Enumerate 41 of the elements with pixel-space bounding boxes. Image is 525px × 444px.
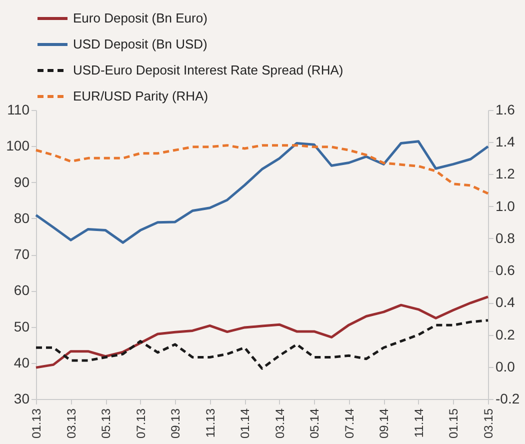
x-tick-label: 09.14: [377, 408, 392, 439]
legend-label: Euro Deposit (Bn Euro): [73, 10, 208, 26]
y-tick-label: 100: [6, 138, 30, 154]
x-tick-label: 03.14: [272, 408, 287, 439]
y-tick-label: 90: [14, 174, 30, 190]
x-tick-label: 11.14: [412, 408, 426, 438]
y-tick-label: 70: [14, 246, 30, 262]
x-tick-label: 07.13: [134, 408, 148, 439]
legend-label: EUR/USD Parity (RHA): [73, 88, 208, 104]
y2-tick-label: -0.2: [496, 390, 520, 406]
y2-tick-label: 1.4: [496, 134, 516, 150]
x-tick-label: 05.13: [99, 408, 114, 439]
y2-tick-label: 0.8: [496, 230, 516, 246]
y-tick-label: 50: [14, 318, 30, 334]
x-tick-label: 11.13: [203, 408, 218, 438]
x-tick-label: 01.15: [446, 408, 461, 439]
x-tick-label: 03.15: [482, 408, 496, 439]
legend-label: USD-Euro Deposit Interest Rate Spread (RHA): [73, 62, 344, 78]
y2-tick-label: 1.0: [496, 198, 516, 214]
y2-tick-label: 1.2: [496, 166, 516, 182]
x-tick-label: 05.14: [308, 408, 322, 439]
x-tick-label: 01.13: [30, 408, 44, 439]
y2-tick-label: 0.6: [496, 262, 516, 278]
y-tick-label: 60: [14, 282, 30, 298]
y-tick-label: 110: [7, 102, 30, 118]
line-series: [34, 319, 490, 370]
x-tick-label: 03.13: [64, 408, 78, 439]
y-tick-label: 40: [14, 354, 30, 370]
line-series: [34, 140, 490, 244]
y-tick-label: 80: [14, 210, 30, 226]
line-series: [34, 144, 490, 195]
y-tick-label: 30: [14, 390, 30, 406]
x-tick-label: 01.14: [238, 408, 252, 439]
y2-tick-label: 0.4: [496, 294, 516, 310]
y2-tick-label: 0.0: [496, 358, 516, 374]
x-tick-label: 09.13: [168, 408, 183, 439]
line-series: [34, 296, 490, 369]
y2-tick-label: 1.6: [496, 102, 516, 118]
y2-tick-label: 0.2: [496, 326, 516, 342]
legend-label: USD Deposit (Bn USD): [73, 36, 208, 52]
x-tick-label: 07.14: [342, 408, 356, 439]
